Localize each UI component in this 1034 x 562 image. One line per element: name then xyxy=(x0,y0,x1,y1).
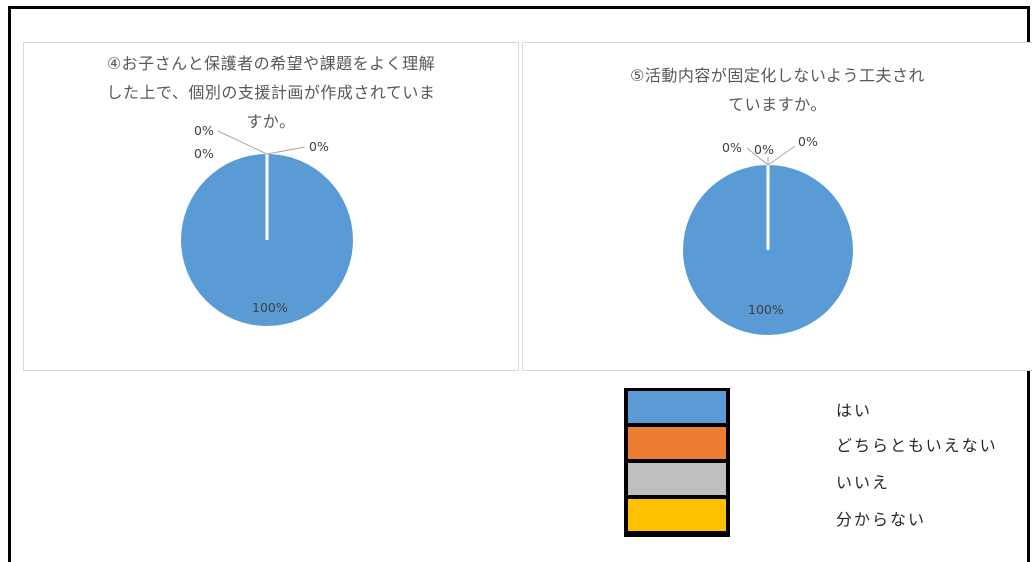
chart-title-line: すか。 xyxy=(246,112,296,131)
legend-swatches xyxy=(624,388,730,537)
pie-chart-4: 100% 0% 0% 0% xyxy=(181,123,353,326)
data-label: 0% xyxy=(309,139,329,154)
data-label: 0% xyxy=(798,134,818,149)
chart-panel-5: ⑤活動内容が固定化しないよう工夫され ていますか。 100% 0% 0% 0% xyxy=(522,42,1032,371)
pie-chart-5: 100% 0% 0% 0% xyxy=(683,134,853,335)
chart-title-5: ⑤活動内容が固定化しないよう工夫され ていますか。 xyxy=(523,61,1032,119)
data-label: 0% xyxy=(722,140,742,155)
chart-title-line: ④お子さんと保護者の希望や課題をよく理解 xyxy=(106,54,436,73)
chart-title-4: ④お子さんと保護者の希望や課題をよく理解 した上で、個別の支援計画が作成されてい… xyxy=(24,49,518,136)
data-label: 0% xyxy=(194,146,214,161)
data-label: 100% xyxy=(252,300,288,315)
legend-swatch-yes xyxy=(628,391,726,423)
leader-line xyxy=(266,146,306,155)
chart-title-line: した上で、個別の支援計画が作成されていま xyxy=(106,83,436,102)
chart-title-line: ⑤活動内容が固定化しないよう工夫され xyxy=(629,66,926,85)
legend-swatch-no xyxy=(628,463,726,495)
data-label: 0% xyxy=(754,142,774,157)
leader-line xyxy=(217,130,268,155)
leader-line xyxy=(767,145,796,166)
chart-panel-4: ④お子さんと保護者の希望や課題をよく理解 した上で、個別の支援計画が作成されてい… xyxy=(23,42,519,371)
legend-swatch-neither xyxy=(628,427,726,459)
legend-label-yes: はい xyxy=(836,401,873,420)
legend-label-neither: どちらともいえない xyxy=(836,436,998,455)
data-label: 0% xyxy=(194,123,214,138)
chart-title-line: ていますか。 xyxy=(728,95,827,114)
leader-line xyxy=(746,147,769,166)
legend-label-unknown: 分からない xyxy=(836,510,927,529)
legend-swatch-unknown xyxy=(628,499,726,531)
data-label: 100% xyxy=(748,302,784,317)
legend-label-no: いいえ xyxy=(836,473,891,492)
